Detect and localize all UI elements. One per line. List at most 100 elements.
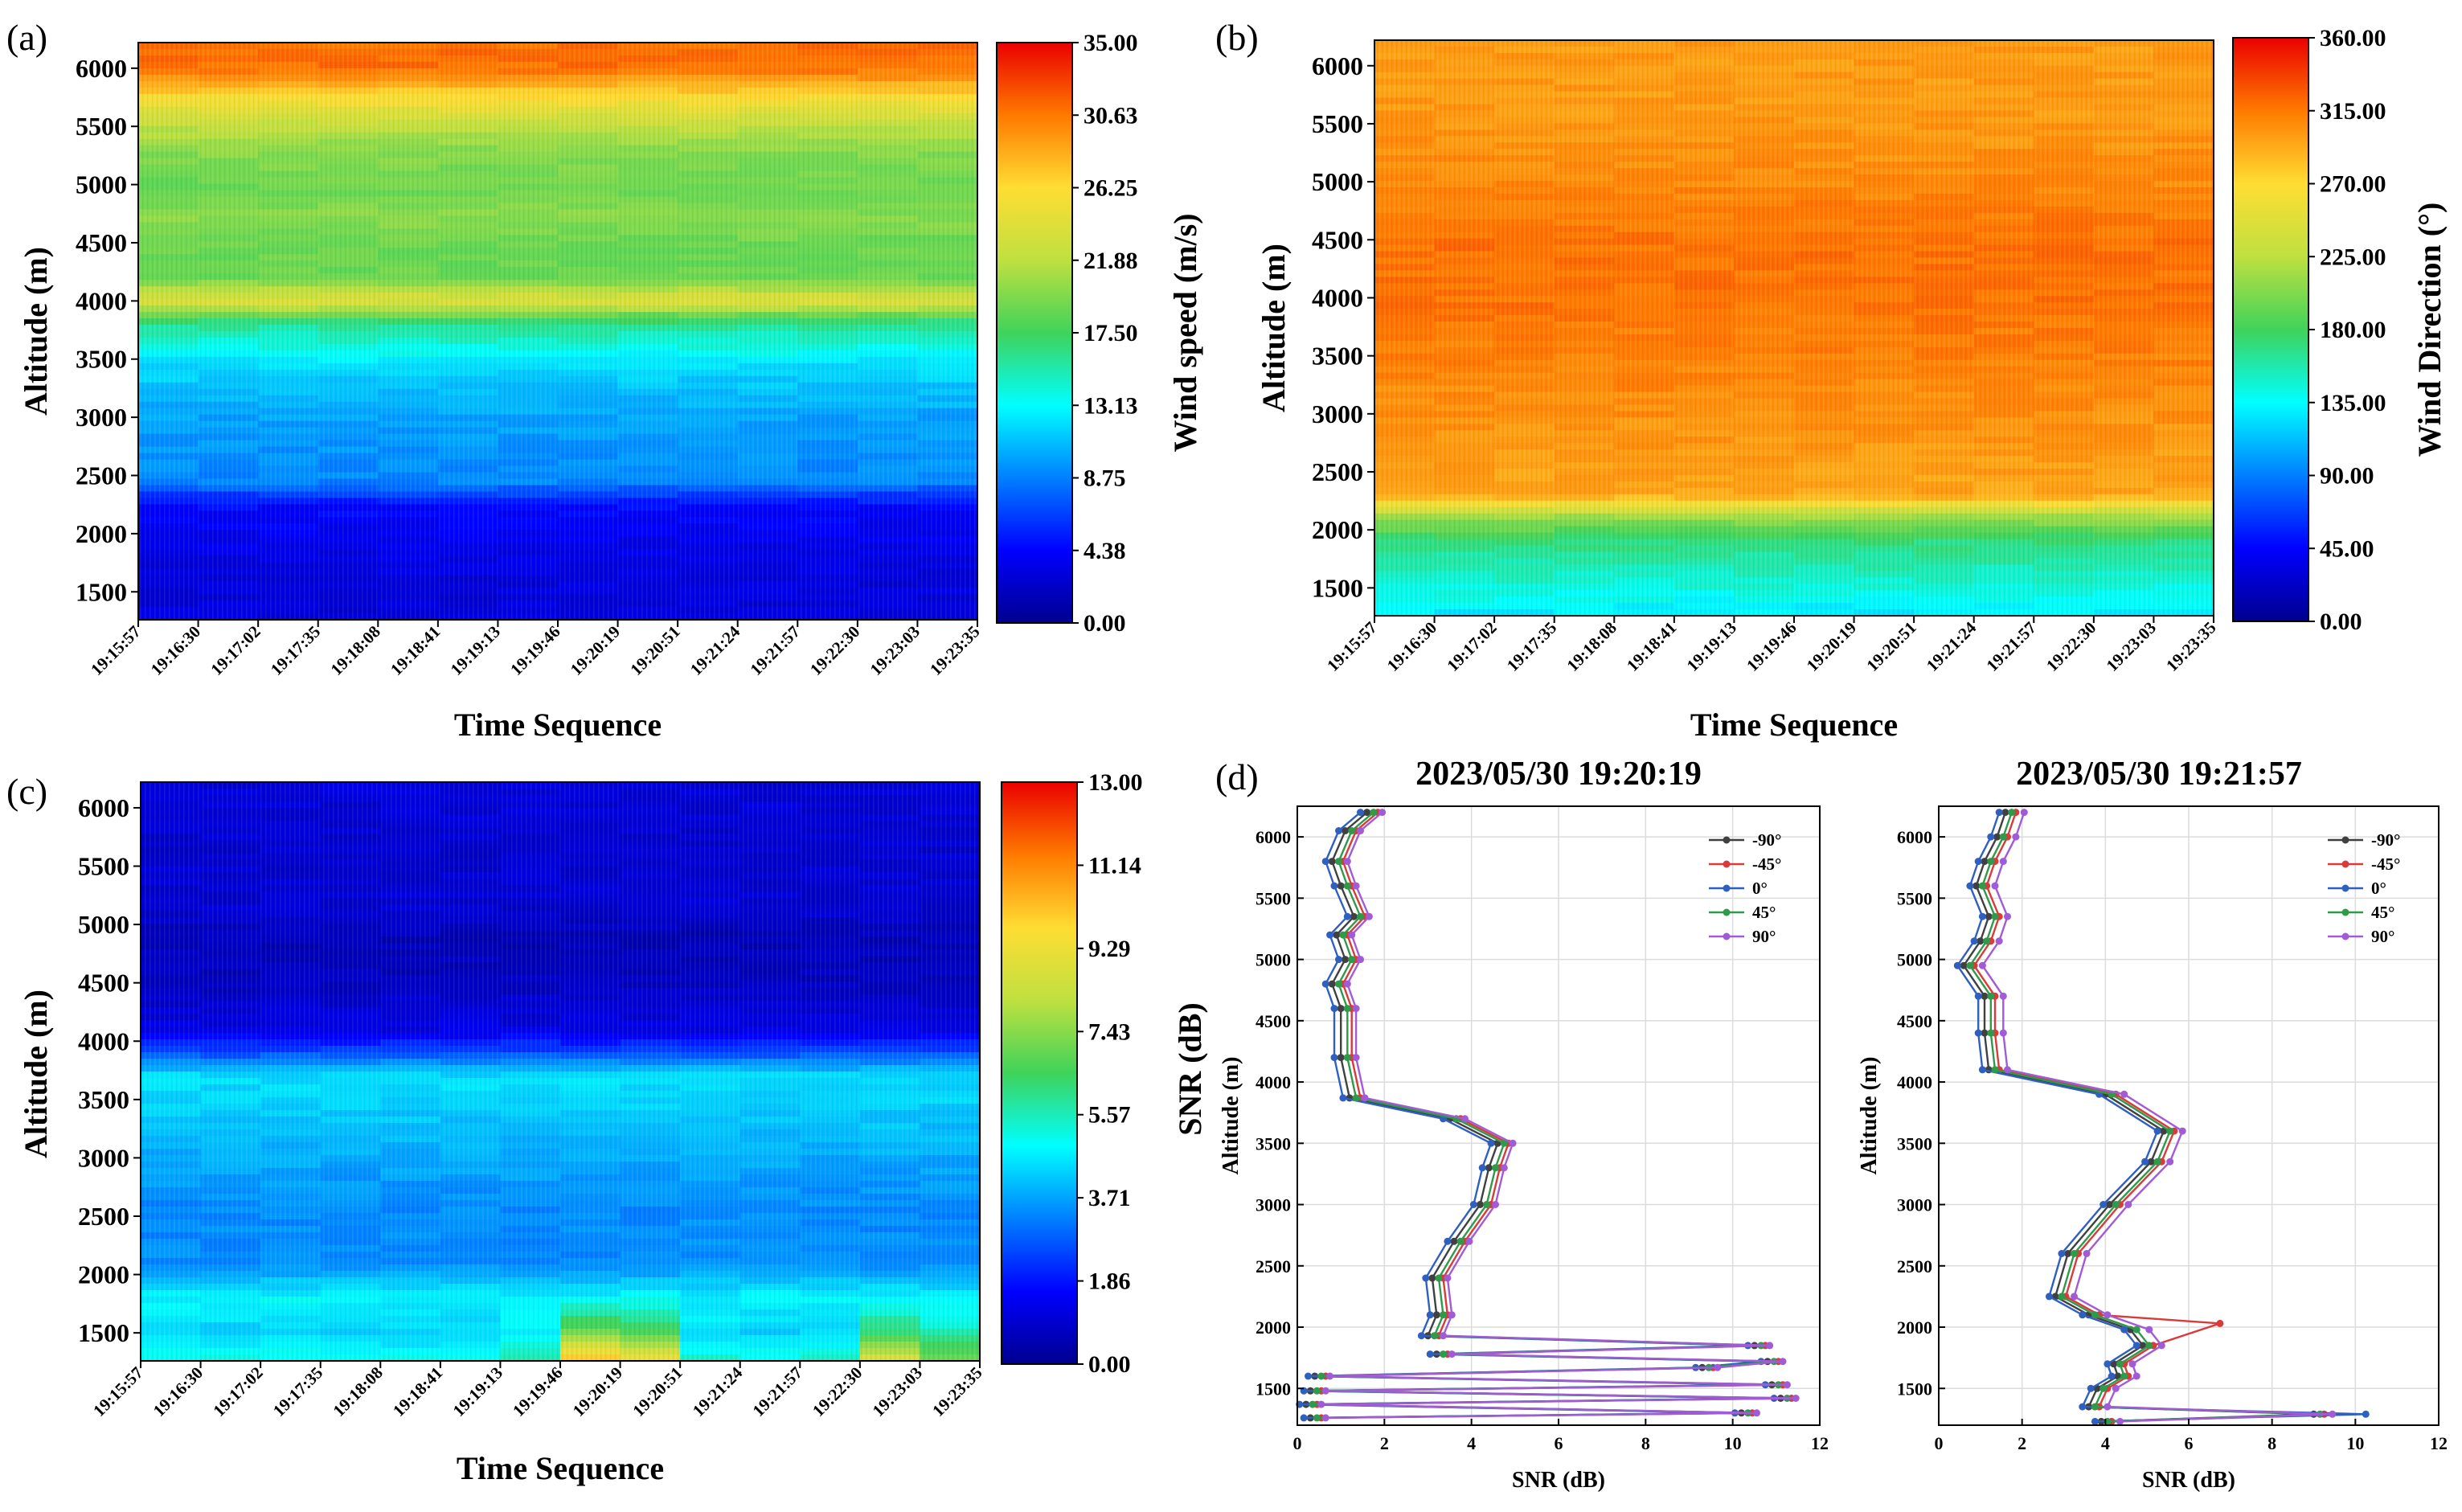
heatmap-a-x-title: Time Sequence xyxy=(454,707,662,743)
x-tick-label: 19:23:03 xyxy=(2103,618,2160,675)
y-tick-label: 6000 xyxy=(1312,51,1363,80)
profile-panel-d: SNR (dB) 2023/05/30 19:20:19 0 2 4 6 8 10 12 15… xyxy=(1172,756,2448,1493)
data-point xyxy=(1448,1311,1456,1319)
data-point xyxy=(1370,809,1378,817)
data-point xyxy=(1426,1350,1434,1358)
data-point xyxy=(2141,1158,2149,1166)
data-point xyxy=(1456,1237,1465,1245)
x-tick-label: 19:20:19 xyxy=(567,622,624,679)
data-point xyxy=(1326,931,1334,939)
data-point xyxy=(1440,1311,1447,1319)
data-point xyxy=(1983,937,1991,945)
data-point xyxy=(1987,833,1995,841)
data-point xyxy=(2104,1360,2112,1368)
x-tick-label: 19:21:57 xyxy=(748,1363,805,1420)
y-tick-label: 4000 xyxy=(1312,283,1363,312)
x-tick-label: 19:18:41 xyxy=(389,1363,446,1420)
data-point xyxy=(2091,1403,2099,1411)
data-point xyxy=(2079,1403,2087,1411)
data-point xyxy=(1440,1350,1447,1358)
data-point xyxy=(1953,961,1961,969)
data-point xyxy=(1335,980,1342,988)
data-point xyxy=(1978,1066,1986,1074)
data-point xyxy=(2020,809,2028,817)
y-tick-label: 2500 xyxy=(76,461,127,490)
y-tick-label: 4500 xyxy=(1312,225,1363,254)
profile-2-x-title: SNR (dB) xyxy=(2142,1468,2235,1493)
data-point xyxy=(1995,809,2003,817)
heatmap-a-y-title: Altitude (m) xyxy=(18,247,54,416)
y-tick-label: 2000 xyxy=(1897,1317,1932,1338)
heatmap-panel-b: 1500 2000 2500 3000 3500 4000 4500 5000 5500 6000… xyxy=(1256,25,2448,743)
data-point xyxy=(1321,1414,1329,1422)
x-tick-label: 19:22:30 xyxy=(2042,618,2099,675)
legend-label: -90° xyxy=(1752,830,1781,850)
data-point xyxy=(2145,1326,2153,1334)
x-tick-label: 19:22:30 xyxy=(809,1363,866,1420)
data-point xyxy=(1313,1387,1321,1395)
colorbar-tick-label: 315.00 xyxy=(2320,98,2386,125)
y-tick-label: 3500 xyxy=(1897,1133,1932,1153)
y-tick-label: 4000 xyxy=(78,1026,129,1055)
data-point xyxy=(2116,1360,2124,1368)
x-tick-label: 19:18:08 xyxy=(329,1363,386,1420)
data-point xyxy=(1981,1029,1989,1037)
data-point xyxy=(1974,1029,1982,1037)
data-point xyxy=(1343,912,1351,920)
data-point xyxy=(2153,1127,2161,1135)
data-point xyxy=(2166,1127,2174,1135)
data-point xyxy=(1478,1164,1486,1172)
heatmap-c-y-axis: 1500 2000 2500 3000 3500 4000 4500 5000 5500 6000 xyxy=(78,793,141,1347)
profile-2-axes: 0 2 4 6 8 10 12 1500 2000 2500 3000 3500 4000 4500 500… xyxy=(1897,827,2448,1453)
data-point xyxy=(1333,931,1341,939)
data-point xyxy=(1783,1381,1791,1389)
data-point xyxy=(1326,1372,1334,1380)
colorbar-tick-label: 9.29 xyxy=(1088,936,1131,962)
colorbar-tick-label: 11.14 xyxy=(1088,852,1141,879)
data-point xyxy=(1987,858,1995,866)
heatmap-b-y-title: Altitude (m) xyxy=(1256,244,1292,412)
data-point xyxy=(1317,1372,1325,1380)
profile-1-y-title: Altitude (m) xyxy=(1219,1057,1243,1175)
data-point xyxy=(1321,858,1329,866)
data-point xyxy=(1477,1201,1484,1208)
y-tick-label: 1500 xyxy=(1312,573,1363,602)
x-tick-label: 19:23:03 xyxy=(866,622,924,679)
heatmap-b-texture xyxy=(1374,40,2214,616)
x-tick-label: 0 xyxy=(1935,1433,1944,1453)
x-tick-label: 19:20:19 xyxy=(1803,618,1860,675)
data-point xyxy=(1981,992,1989,1000)
colorbar-tick-label: 1.86 xyxy=(1088,1268,1131,1295)
data-point xyxy=(1960,961,1968,969)
data-point xyxy=(1428,1274,1436,1282)
heatmap-c-x-axis: 19:15:57 19:16:30 19:17:02 19:17:35 19:18:08… xyxy=(89,1361,986,1420)
heatmap-a-x-axis: 19:15:57 19:16:30 19:17:02 19:17:35 19:18:08… xyxy=(87,620,984,679)
colorbar-b xyxy=(2232,37,2309,622)
legend-label: 90° xyxy=(2371,927,2394,946)
colorbar-tick-label: 26.25 xyxy=(1084,175,1138,202)
x-tick-label: 19:17:35 xyxy=(267,622,324,679)
data-point xyxy=(2104,1403,2112,1411)
colorbar-tick-label: 45.00 xyxy=(2320,535,2374,562)
y-tick-label: 2000 xyxy=(1312,515,1363,544)
data-point xyxy=(2132,1342,2140,1350)
data-point xyxy=(2064,1250,2072,1257)
y-tick-label: 3000 xyxy=(1256,1195,1291,1215)
heatmap-b-x-title: Time Sequence xyxy=(1690,707,1898,743)
x-tick-label: 19:15:57 xyxy=(87,622,144,679)
data-point xyxy=(2112,1201,2120,1208)
y-tick-label: 3000 xyxy=(1897,1195,1932,1215)
data-point xyxy=(2132,1372,2140,1380)
data-point xyxy=(1343,858,1351,866)
y-tick-label: 2500 xyxy=(1312,457,1363,486)
x-tick-label: 19:20:51 xyxy=(626,622,683,679)
y-tick-label: 2000 xyxy=(78,1260,129,1289)
colorbar-tick-label: 270.00 xyxy=(2320,171,2386,198)
data-point xyxy=(1305,1372,1312,1380)
legend-marker xyxy=(1723,908,1731,916)
data-point xyxy=(1339,1094,1347,1102)
data-point xyxy=(1328,980,1336,988)
heatmap-c-texture xyxy=(141,782,980,1361)
data-point xyxy=(1426,1311,1434,1319)
data-point xyxy=(1974,992,1982,1000)
